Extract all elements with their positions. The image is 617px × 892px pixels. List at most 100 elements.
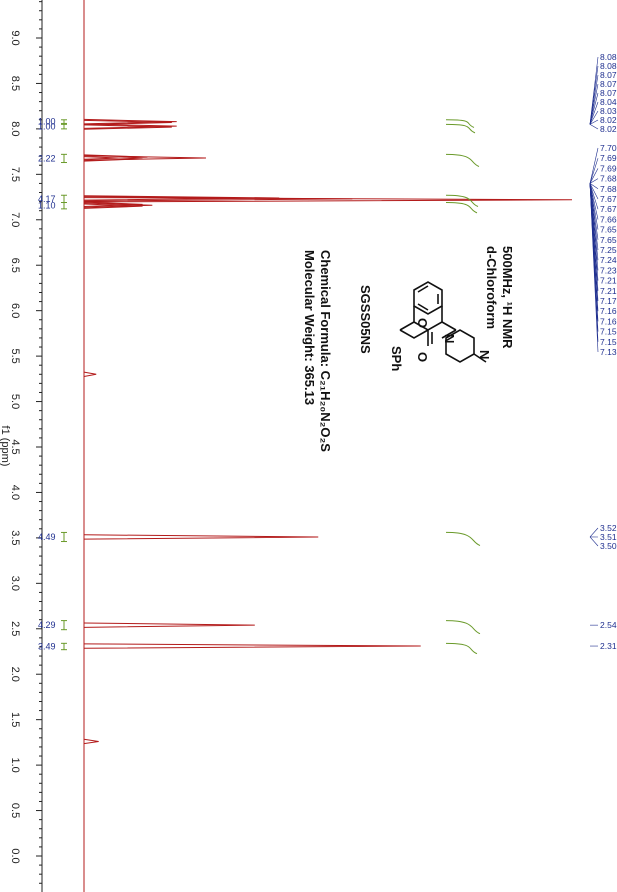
integral-curve <box>445 194 479 207</box>
integral-curve <box>445 119 475 128</box>
spectrum-peak <box>83 201 143 208</box>
peak-label: 7.69 <box>600 163 617 173</box>
peak-label: 7.17 <box>600 296 617 306</box>
peak-label: 7.24 <box>600 255 617 265</box>
spectrum-peak <box>83 124 172 130</box>
molecular-weight: Molecular Weight: 365.13 <box>302 250 317 405</box>
compound-id: SGSS05NS <box>358 285 373 354</box>
peak-label-leader <box>589 527 599 538</box>
peak-label-leader <box>589 110 599 125</box>
integral-curve <box>445 153 480 167</box>
integral-value: 3.49 <box>38 642 56 652</box>
peak-label: 3.51 <box>600 532 617 542</box>
peak-label-leader <box>589 147 599 184</box>
peak-label: 8.02 <box>600 124 617 134</box>
tick-label: 8.0 <box>9 121 21 136</box>
peak-label: 2.31 <box>600 641 617 651</box>
tick-label: 1.5 <box>9 712 21 727</box>
tick-label: 3.5 <box>9 530 21 545</box>
integral-value: 4.29 <box>38 620 56 630</box>
spectrum-peak <box>83 738 99 745</box>
peak-label-leader <box>589 119 599 125</box>
peak-label: 7.66 <box>600 214 617 224</box>
carbonyl-oxygen-top: O <box>415 318 430 328</box>
spectrum-peak <box>83 197 573 203</box>
quinone-bond <box>441 329 457 339</box>
spectrum-peak <box>83 371 97 377</box>
info-block: 500MHz, ¹H NMR d-Chloroform SGSS05NS Che… <box>302 246 515 452</box>
integral-value: 4.49 <box>38 532 56 542</box>
integral-curve <box>445 620 481 635</box>
integral-value: 1.00 <box>38 122 56 132</box>
peak-label: 7.15 <box>600 327 617 337</box>
peak-label-leader <box>589 92 599 125</box>
spectrum-peak <box>83 123 177 129</box>
chemical-formula: Chemical Formula: C₂₁H₂₀N₂O₂S <box>318 250 333 452</box>
spectrum-peak <box>83 534 319 540</box>
peak-label: 8.08 <box>600 52 617 62</box>
spectrum-peak <box>83 203 143 209</box>
peak-label: 8.02 <box>600 115 617 125</box>
tick-label: 9.0 <box>9 30 21 45</box>
peak-label: 8.04 <box>600 97 617 107</box>
peak-label-leader <box>589 536 599 547</box>
spectrum-peak <box>83 119 172 126</box>
peak-label: 3.50 <box>600 541 617 551</box>
tick-label: 8.5 <box>9 76 21 91</box>
quinone-bond <box>441 321 457 331</box>
peak-label: 7.16 <box>600 306 617 316</box>
peak-label: 8.08 <box>600 61 617 71</box>
peak-label-leader <box>589 183 599 200</box>
integral-curve <box>445 642 478 655</box>
spectrum-peak <box>83 155 207 161</box>
peak-label: 8.07 <box>600 88 617 98</box>
peak-label: 7.65 <box>600 225 617 235</box>
peak-label-leader <box>589 183 599 210</box>
peak-label: 8.07 <box>600 70 617 80</box>
peak-label: 2.54 <box>600 620 617 630</box>
peak-label: 7.67 <box>600 204 617 214</box>
spectrum-peak <box>83 622 255 628</box>
peak-label-leader <box>589 158 599 184</box>
integral-value: 1.00 <box>38 117 56 127</box>
tick-label: 3.0 <box>9 576 21 591</box>
peak-label-leader <box>589 183 599 190</box>
peak-label: 7.65 <box>600 235 617 245</box>
carbonyl-oxygen-bottom: O <box>415 352 430 362</box>
tick-label: 6.5 <box>9 258 21 273</box>
peak-label: 7.16 <box>600 316 617 326</box>
tick-label: 2.0 <box>9 667 21 682</box>
solvent-label: d-Chloroform <box>484 246 499 329</box>
integral-value: 1.10 <box>38 201 56 211</box>
peak-labels: 8.088.088.078.078.078.048.038.028.027.70… <box>589 52 617 651</box>
peak-label: 3.52 <box>600 523 617 533</box>
tick-label: 6.0 <box>9 303 21 318</box>
tick-label: 4.0 <box>9 485 21 500</box>
peak-label-leader <box>589 183 599 353</box>
peak-label-leader <box>589 178 599 184</box>
peak-label: 7.15 <box>600 337 617 347</box>
peak-label: 7.25 <box>600 245 617 255</box>
integral-value: 4.17 <box>38 194 56 204</box>
peak-label: 7.68 <box>600 174 617 184</box>
peak-label: 7.21 <box>600 276 617 286</box>
benzo-double-bond <box>417 303 429 311</box>
tick-label: 0.5 <box>9 803 21 818</box>
tick-label: 7.5 <box>9 167 21 182</box>
integral-curve <box>445 123 476 134</box>
spectrum-peak <box>83 643 421 649</box>
peak-label: 7.70 <box>600 143 617 153</box>
tick-label: 5.0 <box>9 394 21 409</box>
integral-labels: 1.001.00 2.22 4.171.10 4.49 4.29 3.49 <box>38 117 67 652</box>
thiophenyl-label: SPh <box>389 346 404 371</box>
peak-label: 7.13 <box>600 347 617 357</box>
peak-label-leader <box>589 83 599 125</box>
integral-curve <box>445 531 481 546</box>
spectrum-peak <box>83 202 153 208</box>
tick-label: 7.0 <box>9 212 21 227</box>
integral-curves <box>445 119 481 655</box>
peak-label: 7.68 <box>600 184 617 194</box>
peak-label-leader <box>589 168 599 184</box>
tick-label: 4.5 <box>9 439 21 454</box>
